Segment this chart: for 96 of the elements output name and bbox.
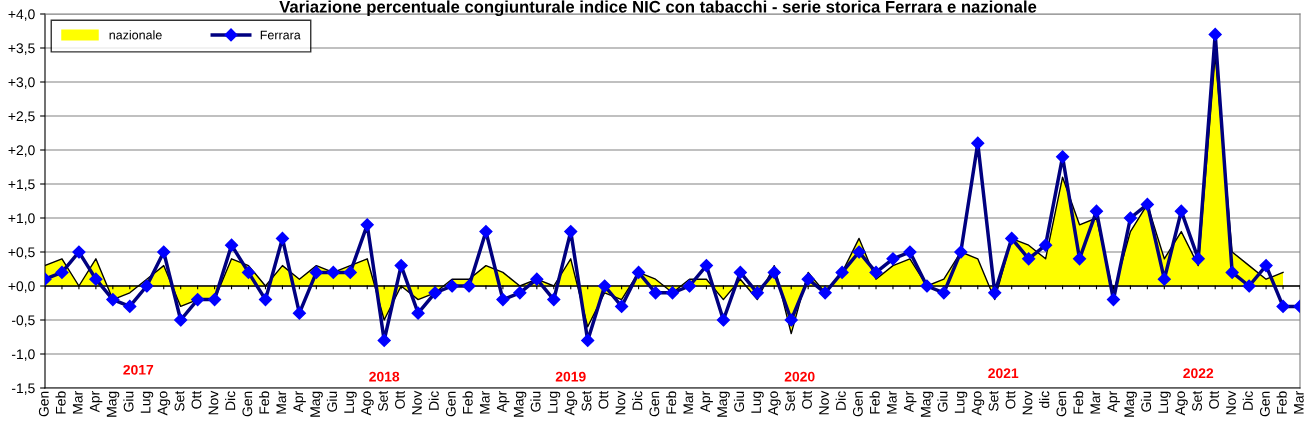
x-tick-label: Ott [395,390,405,409]
x-tick-label: Nov [1022,390,1033,415]
x-tick-label: Feb [1276,391,1287,414]
x-tick-label: Giu [123,391,134,412]
x-tick-label: Mar [276,391,287,414]
x-tick-label: Mag [920,391,934,417]
x-tick-label: Ago [1175,391,1188,416]
x-tick-label: Ago [971,391,985,416]
x-tick-label: Ott [802,390,812,409]
x-tick-label: Giu [733,391,745,412]
annotation: 2021 [988,368,1019,379]
x-tick-label: Lug [547,391,561,413]
x-tick-label: Gen [445,391,456,417]
x-tick-label: Mag [310,391,323,417]
x-tick-label: Apr [1107,391,1120,413]
x-tick-label: Ott [1005,390,1016,409]
x-tick-label: Set [378,390,388,411]
x-tick-label: Mar [1090,391,1101,414]
x-tick-label: Gen [1056,391,1067,417]
x-tick-label: Apr [89,391,103,413]
x-tick-label: Apr [700,391,713,413]
x-tick-label: Nov [208,390,219,415]
x-tick-label: Mar [1294,391,1304,414]
y-tick-label: +1,0 [8,213,35,225]
x-tick-label: Apr [903,391,917,413]
y-tick-label: +1,5 [8,179,35,191]
x-tick-label: Ott [1209,390,1219,409]
x-tick-label: Giu [1140,391,1152,412]
x-tick-label: Mag [513,391,527,417]
annotation: 2019 [555,371,586,382]
x-tick-label: Feb [259,391,270,414]
x-tick-label: Dic [632,391,643,410]
x-tick-label: Mar [887,391,897,414]
x-tick-label: Ott [598,390,609,409]
x-tick-label: Mag [106,391,120,417]
x-tick-label: Lug [1158,391,1171,413]
x-tick-label: Dic [835,391,846,410]
x-tick-label: Gen [1259,391,1270,417]
legend-label: nazionale [109,30,162,40]
y-tick-label: +2,5 [8,111,35,123]
x-tick-label: Nov [1226,390,1236,415]
x-tick-label: Giu [937,391,948,412]
y-tick-label: -1,0 [11,349,35,361]
y-tick-label: +0,0 [8,281,35,293]
x-tick-label: Ago [768,391,781,416]
annotation: 2022 [1183,368,1214,379]
x-tick-label: Lug [140,391,154,413]
x-tick-label: Mag [1124,391,1137,417]
x-tick-label: Lug [751,391,764,413]
x-tick-label: Nov [412,390,422,415]
x-tick-label: Feb [869,391,880,414]
x-tick-label: Set [988,390,999,411]
annotation: 2018 [369,371,400,382]
annotation: 2017 [123,364,154,375]
y-tick-label: +3,5 [8,43,35,55]
x-tick-label: Lug [954,391,968,413]
x-tick-label: Feb [462,391,473,414]
x-tick-label: Lug [344,391,357,413]
x-tick-label: Giu [326,391,338,412]
x-tick-label: Nov [615,390,626,415]
x-tick-label: Feb [666,391,677,414]
y-tick-label: -0,5 [11,315,35,327]
x-tick-label: Dic [225,391,236,410]
x-tick-label: Mar [683,391,694,414]
x-tick-label: Feb [55,391,66,414]
x-tick-label: Ago [361,391,374,416]
y-tick-label: +3,0 [8,77,35,89]
x-tick-label: Set [174,390,185,411]
x-tick-label: Set [785,390,795,411]
x-tick-label: Ago [157,391,171,416]
x-tick-label: Nov [819,390,829,415]
x-tick-label: Mar [479,391,490,414]
y-tick-label: +4,0 [8,9,35,21]
x-tick-label: Dic [428,391,439,410]
x-tick-label: Ago [564,391,578,416]
y-tick-label: +2,0 [8,145,35,157]
x-tick-label: Mar [72,391,83,414]
chart-title: Variazione percentuale congiunturale indice NIC con tabacchi - serie storica Ferrara e nazionale [279,0,1037,17]
x-tick-label: Gen [852,391,863,417]
x-tick-label: Ott [191,390,202,409]
x-tick-label: Gen [649,391,660,417]
x-tick-label: Mag [717,391,730,417]
x-tick-label: Set [581,390,592,411]
x-tick-label: Gen [242,391,253,417]
legend-label: Ferrara [260,30,301,40]
y-tick-label: +0,5 [8,247,35,259]
x-tick-label: dic [1039,391,1050,408]
y-tick-label: -1,5 [11,383,35,395]
x-tick-label: Apr [293,391,306,413]
x-tick-label: Gen [38,391,49,417]
x-tick-label: Apr [496,391,510,413]
x-tick-label: Feb [1073,391,1084,414]
annotation: 2020 [784,371,815,382]
x-tick-label: Set [1192,390,1202,411]
x-tick-label: Dic [1242,391,1253,410]
x-tick-label: Giu [530,391,541,412]
